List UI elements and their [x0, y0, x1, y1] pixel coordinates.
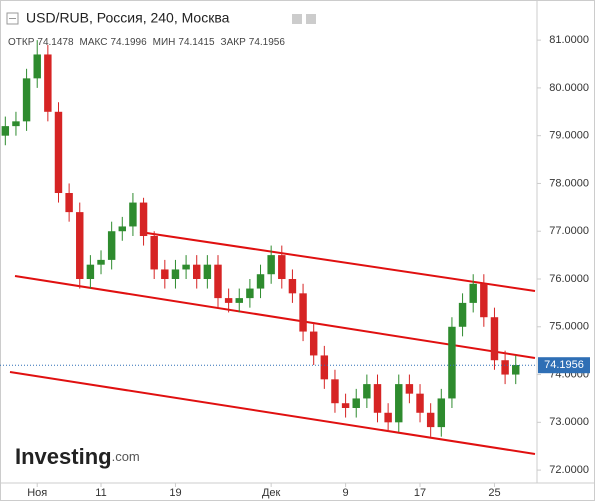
ohlc-text: ОТКР 74.1478 МАКС 74.1996 МИН 74.1415 ЗАКР 74.1… — [8, 37, 285, 48]
candle-body — [299, 293, 307, 332]
x-tick-label: Ноя — [27, 487, 47, 499]
x-tick-label: 25 — [488, 487, 500, 499]
candle-body — [395, 384, 403, 423]
ohlc-value: 74.1996 — [110, 37, 147, 48]
candle-body — [373, 384, 382, 413]
candle-body — [44, 54, 52, 112]
candle-body — [309, 331, 318, 356]
collapse-icon[interactable] — [6, 12, 19, 25]
candle-body — [246, 288, 254, 299]
y-tick-label: 80.0000 — [549, 82, 589, 94]
candle-body — [256, 274, 265, 289]
y-tick-label: 73.0000 — [549, 416, 589, 428]
trend-line — [139, 231, 536, 292]
y-tick-label: 76.0000 — [549, 273, 589, 285]
candle-body — [426, 412, 435, 428]
ohlc-label: ЗАКР — [221, 37, 247, 48]
candle-body — [501, 360, 509, 375]
candle-body — [363, 384, 371, 399]
settings-icon[interactable] — [292, 14, 302, 24]
candle-body — [405, 384, 414, 394]
x-tick-label: Дек — [262, 487, 281, 499]
x-tick-label: 9 — [343, 487, 349, 499]
x-tick-label: 11 — [95, 487, 106, 499]
last-price-label: 74.1956 — [544, 359, 584, 371]
candle-body — [182, 264, 190, 270]
candle-body — [320, 355, 329, 380]
candle-body — [341, 403, 350, 408]
candle-body — [437, 398, 446, 428]
candle-body — [278, 255, 286, 280]
candle-body — [54, 111, 63, 194]
candle-body — [267, 255, 275, 275]
candle-body — [97, 259, 105, 265]
candle-body — [22, 78, 31, 122]
candle-body — [118, 226, 127, 232]
ohlc-value: 74.1956 — [249, 37, 286, 48]
y-tick-label: 75.0000 — [549, 321, 589, 333]
candle-body — [107, 231, 116, 260]
candle-body — [480, 283, 488, 318]
candle-body — [490, 317, 499, 361]
candle-body — [458, 302, 467, 327]
candle-body — [33, 54, 41, 79]
candle-body — [1, 126, 10, 136]
candle-body — [171, 269, 180, 280]
x-tick-label: 19 — [169, 487, 181, 499]
ohlc-value: 74.1415 — [178, 37, 215, 48]
y-tick-label: 72.0000 — [549, 464, 589, 476]
candle-body — [161, 269, 169, 280]
candle-body — [203, 264, 212, 280]
candle-body — [12, 121, 20, 127]
ohlc-label: МИН — [153, 37, 176, 48]
candle-body — [76, 212, 84, 280]
y-tick-label: 79.0000 — [549, 130, 589, 142]
last-price-box — [538, 357, 590, 374]
candle-body — [235, 298, 243, 303]
logo-name: Investing — [15, 444, 112, 469]
candle-body — [512, 364, 520, 375]
candle-body — [65, 193, 73, 213]
trend-line — [9, 371, 536, 455]
candle-body — [352, 398, 360, 408]
logo: Investing.com — [15, 444, 140, 469]
candle-body — [129, 202, 137, 227]
candle-body — [150, 236, 158, 270]
ohlc-label: МАКС — [80, 37, 108, 48]
candle-body — [288, 279, 297, 294]
ohlc-row: ОТКР 74.1478 МАКС 74.1996 МИН 74.1415 ЗАКР 74.1… — [8, 37, 285, 48]
candle-body — [139, 202, 148, 237]
y-tick-label: 77.0000 — [549, 225, 589, 237]
chart-title: USD/RUB, Россия, 240, Москва — [26, 10, 230, 26]
candle-body — [224, 298, 233, 303]
candle-body — [384, 412, 392, 423]
candle-body — [448, 326, 456, 399]
candle-body — [331, 379, 339, 404]
candle-body — [469, 283, 477, 303]
candle-body — [416, 393, 424, 413]
logo-suffix: .com — [112, 449, 140, 464]
candle-body — [193, 264, 201, 280]
x-tick-label: 17 — [414, 487, 426, 499]
ohlc-label: ОТКР — [8, 37, 35, 48]
y-tick-label: 78.0000 — [549, 177, 589, 189]
candle-body — [86, 264, 95, 280]
y-tick-label: 81.0000 — [549, 34, 589, 46]
candle-body — [214, 264, 222, 299]
close-icon[interactable] — [306, 14, 316, 24]
ohlc-value: 74.1478 — [37, 37, 74, 48]
